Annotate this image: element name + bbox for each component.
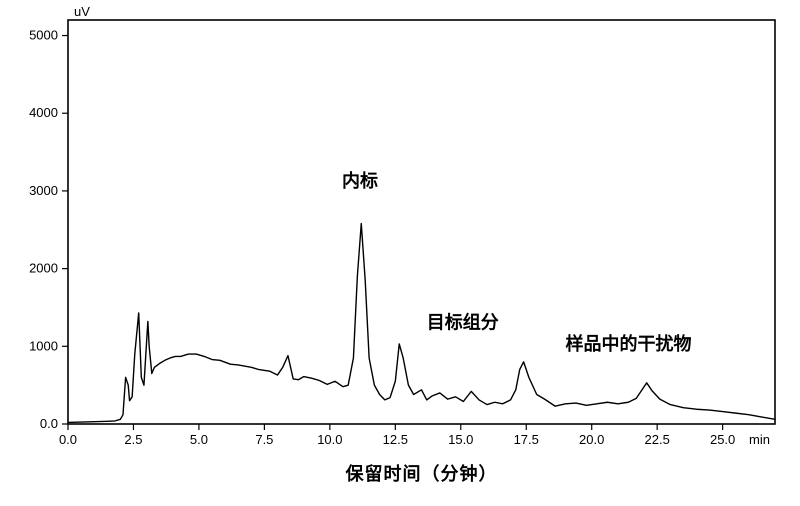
peak-label: 内标 [342,170,378,191]
y-unit-label: uV [74,4,90,19]
chromatogram-chart: 0.0 2.5 5.0 7.5 10.0 12.5 15.0 17.5 20.0 22.5 25.0… [0,0,800,506]
y-tick-label: 2000 [29,261,58,276]
x-tick-label: 2.5 [124,432,142,447]
x-tick-label: 20.0 [579,432,604,447]
peak-label: 目标组分 [427,311,499,332]
x-tick-label: 7.5 [255,432,273,447]
y-tick-label: 4000 [29,105,58,120]
y-tick-label: 3000 [29,183,58,198]
x-axis-title: 保留时间（分钟） [345,463,498,484]
x-tick-label: 10.0 [317,432,342,447]
x-tick-label: 22.5 [645,432,670,447]
x-tick-label: 25.0 [710,432,735,447]
x-tick-label: 0.0 [59,432,77,447]
y-tick-label: 5000 [29,28,58,43]
x-tick-label: 12.5 [383,432,408,447]
plot-frame [68,20,775,424]
y-tick-label: 1000 [29,338,58,353]
x-tick-label: 15.0 [448,432,473,447]
peak-label: 样品中的干扰物 [566,333,692,354]
x-unit-label: min [749,432,770,447]
x-tick-label: 17.5 [514,432,539,447]
x-tick-label: 5.0 [190,432,208,447]
chromatogram-trace [68,224,775,423]
y-tick-label: 0.0 [40,416,58,431]
